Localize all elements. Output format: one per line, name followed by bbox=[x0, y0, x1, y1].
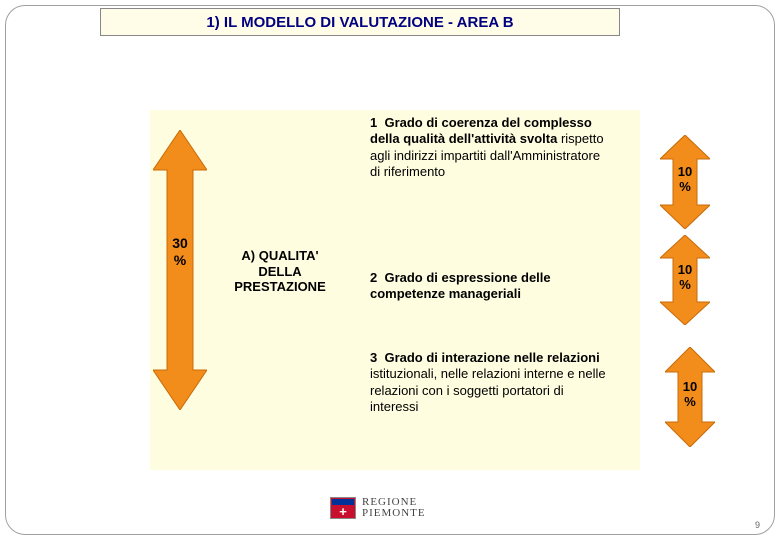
criterion-2: 2 Grado di espressione delle competenze … bbox=[370, 270, 610, 303]
title-bar: 1) IL MODELLO DI VALUTAZIONE - AREA B bbox=[100, 8, 620, 36]
page-number: 9 bbox=[755, 520, 760, 530]
title-text: 1) IL MODELLO DI VALUTAZIONE - AREA B bbox=[206, 14, 513, 31]
small-arrow-2-label: 10% bbox=[670, 263, 700, 293]
logo-regione-piemonte: REGIONE PIEMONTE bbox=[330, 497, 426, 520]
big-double-arrow bbox=[153, 130, 207, 410]
small-arrow-1-label: 10% bbox=[670, 165, 700, 195]
logo-text: REGIONE PIEMONTE bbox=[362, 497, 426, 520]
big-arrow-label: 30% bbox=[162, 235, 198, 269]
small-arrow-3-label: 10% bbox=[675, 380, 705, 410]
criterion-1: 1 Grado di coerenza del complesso della … bbox=[370, 115, 610, 180]
criterion-3: 3 Grado di interazione nelle relazioni i… bbox=[370, 350, 610, 415]
section-label: A) QUALITA'DELLAPRESTAZIONE bbox=[220, 248, 340, 295]
logo-flag-icon bbox=[330, 497, 356, 519]
